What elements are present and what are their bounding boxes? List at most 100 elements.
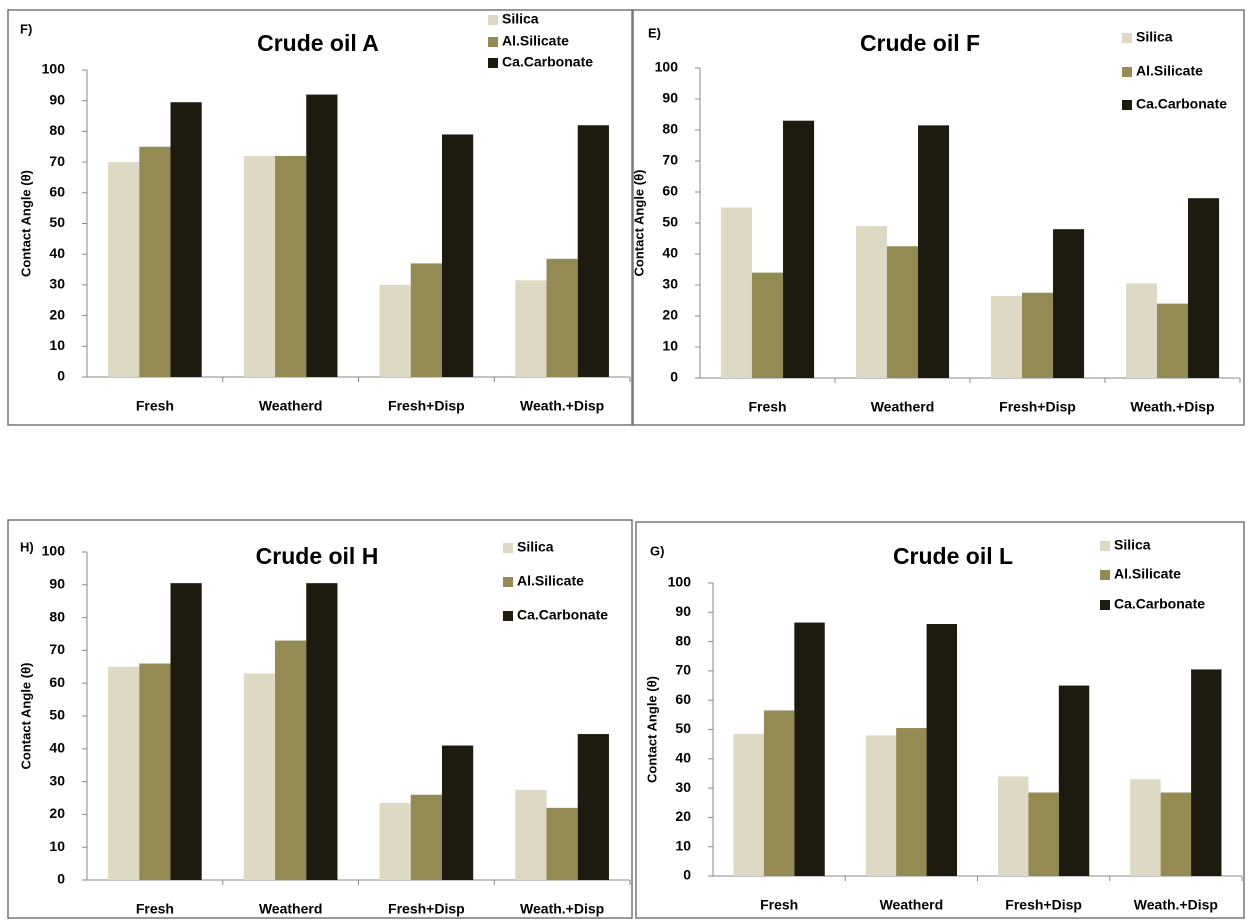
x-tick-label: Weatherd	[259, 398, 323, 414]
bar	[855, 226, 887, 378]
legend-swatch	[488, 15, 498, 25]
y-axis-label: Contact Angle (θ)	[18, 170, 33, 277]
bar	[577, 125, 609, 377]
bar	[1191, 669, 1222, 876]
x-tick-label: Fresh	[748, 399, 786, 415]
bar	[379, 802, 411, 880]
x-tick-label: Fresh+Disp	[388, 901, 465, 917]
bar	[886, 246, 919, 378]
bar	[379, 284, 411, 377]
legend-swatch	[503, 611, 513, 621]
y-tick-label: 60	[662, 183, 678, 199]
bar	[243, 673, 276, 880]
bar	[139, 146, 171, 377]
bar	[515, 789, 547, 880]
y-tick-label: 0	[670, 369, 678, 385]
bar	[1156, 303, 1189, 378]
bar	[1130, 779, 1161, 876]
y-tick-label: 20	[49, 805, 65, 821]
legend-swatch	[488, 37, 498, 47]
y-tick-label: 30	[49, 276, 65, 292]
y-tick-label: 100	[655, 59, 679, 75]
x-tick-label: Fresh+Disp	[999, 399, 1076, 415]
y-tick-label: 70	[49, 153, 65, 169]
y-tick-label: 90	[662, 90, 678, 106]
panel-label: F)	[20, 21, 32, 36]
panel-border	[7, 9, 633, 426]
legend-swatch	[1100, 600, 1110, 610]
y-tick-label: 50	[675, 720, 691, 736]
x-tick-label: Weatherd	[259, 901, 323, 917]
bar	[306, 94, 338, 377]
legend-swatch	[1122, 67, 1132, 77]
x-tick-label: Fresh	[136, 901, 174, 917]
bar	[865, 735, 897, 876]
bar	[1160, 792, 1192, 876]
bar	[918, 125, 950, 378]
y-axis-label: Contact Angle (θ)	[644, 676, 659, 783]
y-tick-label: 10	[675, 837, 691, 853]
y-tick-label: 100	[42, 543, 66, 559]
bar	[577, 734, 609, 880]
y-tick-label: 30	[49, 772, 65, 788]
bar	[546, 807, 578, 880]
panel-border	[635, 521, 1245, 919]
bar	[720, 207, 752, 378]
y-tick-label: 50	[662, 214, 678, 230]
legend-swatch	[1100, 541, 1110, 551]
y-tick-label: 90	[49, 91, 65, 107]
bar	[275, 155, 307, 377]
bar	[515, 280, 547, 377]
legend-label: Silica	[517, 539, 554, 555]
x-tick-label: Weath.+Disp	[1130, 399, 1214, 415]
y-tick-label: 20	[675, 808, 691, 824]
chart-title: Crude oil H	[256, 543, 379, 569]
legend-swatch	[1100, 570, 1110, 580]
bar	[733, 733, 764, 876]
legend-label: Al.Silicate	[1136, 63, 1203, 79]
legend-swatch	[1122, 33, 1132, 43]
bar	[139, 663, 171, 880]
legend-label: Ca.Carbonate	[1114, 596, 1205, 612]
legend-label: Silica	[1136, 29, 1173, 45]
y-tick-label: 80	[662, 121, 678, 137]
bar	[751, 272, 784, 378]
bar	[410, 263, 442, 377]
legend-swatch	[1122, 100, 1132, 110]
bar	[926, 624, 958, 876]
y-tick-label: 10	[49, 838, 65, 854]
legend-label: Silica	[502, 11, 539, 27]
x-tick-label: Fresh	[760, 897, 798, 913]
x-tick-label: Weath.+Disp	[1134, 897, 1218, 913]
y-tick-label: 0	[57, 871, 65, 887]
x-tick-label: Fresh+Disp	[388, 398, 465, 414]
chart-title: Crude oil A	[257, 30, 379, 56]
bar	[108, 666, 140, 880]
y-tick-label: 80	[49, 608, 65, 624]
y-tick-label: 40	[49, 245, 65, 261]
y-tick-label: 80	[675, 632, 691, 648]
x-tick-label: Fresh+Disp	[1005, 897, 1082, 913]
bar	[410, 794, 442, 880]
y-tick-label: 10	[662, 338, 678, 354]
y-tick-label: 50	[49, 707, 65, 723]
y-tick-label: 20	[49, 306, 65, 322]
legend-label: Al.Silicate	[502, 33, 569, 49]
y-tick-label: 50	[49, 214, 65, 230]
panel-label: G)	[650, 543, 664, 558]
y-tick-label: 60	[49, 184, 65, 200]
panel-label: H)	[20, 539, 34, 554]
bar	[275, 640, 307, 880]
y-tick-label: 40	[675, 750, 691, 766]
bar	[997, 776, 1029, 876]
y-tick-label: 70	[49, 641, 65, 657]
legend-swatch	[488, 58, 498, 68]
bar	[306, 583, 338, 880]
bar	[170, 583, 202, 880]
bar	[170, 102, 202, 378]
bar	[441, 134, 474, 377]
chart-title: Crude oil F	[860, 30, 980, 56]
legend-swatch	[503, 543, 513, 553]
bar	[794, 622, 825, 876]
